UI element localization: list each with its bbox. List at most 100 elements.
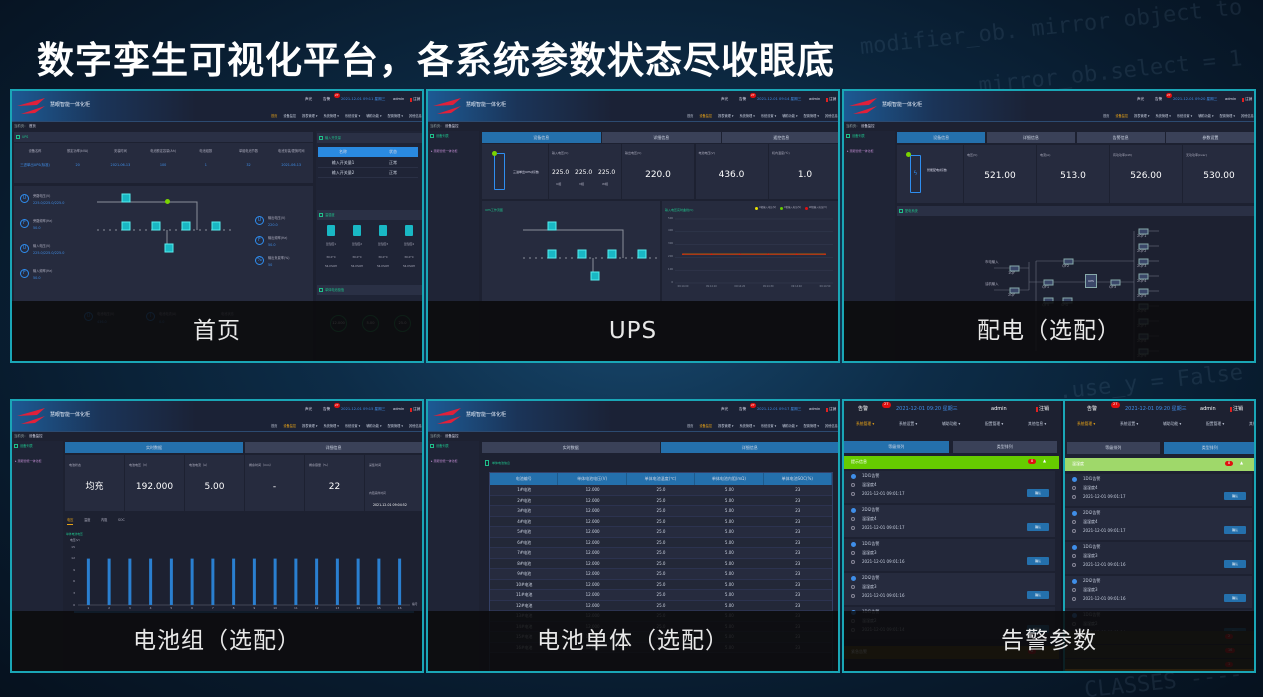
nav-item-6[interactable]: 配置管理 ▾ — [1219, 114, 1235, 119]
alarm-button[interactable]: 告警 — [739, 407, 747, 411]
nav-item-2[interactable]: 辅助功能 ▾ — [1163, 421, 1182, 426]
nav-item-2[interactable]: 报表管理 ▾ — [718, 424, 734, 429]
user-menu[interactable]: admin — [393, 407, 405, 411]
tab-0[interactable]: 实时数据 — [65, 442, 243, 453]
nav-item-5[interactable]: 辅助功能 ▾ — [782, 114, 798, 119]
nav-item-1[interactable]: 系统设置 ▾ — [899, 421, 918, 426]
nav-item-2[interactable]: 报表管理 ▾ — [302, 114, 318, 119]
tree-item[interactable]: ▸ 慧眼智能一体化柜 — [15, 459, 42, 463]
logout-button[interactable]: 注销 — [826, 97, 836, 102]
nav-item-5[interactable]: 辅助功能 ▾ — [782, 424, 798, 429]
nav-item-0[interactable]: 系统管理 ▾ — [856, 421, 875, 426]
tab-1[interactable]: 详细信息 — [602, 132, 721, 143]
user-menu[interactable]: admin — [991, 406, 1007, 412]
tab-2[interactable]: 告警信息 — [1076, 132, 1165, 143]
sound-light-button[interactable]: 声光 — [305, 97, 313, 101]
logout-button[interactable]: 注销 — [410, 407, 420, 412]
nav-item-3[interactable]: 系统管理 ▾ — [739, 114, 755, 119]
sub-tab-3[interactable]: SOC — [118, 518, 125, 522]
alarm-button[interactable]: 告警 — [1087, 406, 1098, 412]
alarm-group-bar[interactable] — [844, 456, 1059, 469]
confirm-button[interactable]: 确认 — [1027, 591, 1049, 599]
nav-item-2[interactable]: 报表管理 ▾ — [1134, 114, 1150, 119]
tab-0[interactable]: 设备信息 — [482, 132, 601, 143]
sound-light-button[interactable]: 声光 — [305, 407, 313, 411]
nav-item-3[interactable]: 配置管理 ▾ — [985, 421, 1004, 426]
tab-1[interactable]: 类型排列 — [952, 441, 1057, 453]
nav-item-1[interactable]: 设备监控 — [699, 424, 713, 429]
nav-item-1[interactable]: 设备监控 — [1115, 114, 1129, 119]
nav-item-7[interactable]: 其他信息 ▾ — [409, 114, 424, 119]
nav-item-2[interactable]: 报表管理 ▾ — [718, 114, 734, 119]
sound-light-button[interactable]: 声光 — [1137, 97, 1145, 101]
sound-light-button[interactable]: 声光 — [721, 407, 729, 411]
tab-1[interactable]: 详细信息 — [244, 442, 422, 453]
nav-item-6[interactable]: 配置管理 ▾ — [803, 114, 819, 119]
sub-tab-1[interactable]: 温度 — [84, 518, 91, 522]
tab-1[interactable]: 详细信息 — [661, 442, 838, 453]
confirm-button[interactable]: 确认 — [1224, 526, 1246, 534]
user-menu[interactable]: admin — [393, 97, 405, 101]
nav-item-1[interactable]: 设备监控 — [283, 424, 297, 429]
nav-item-0[interactable]: 首页 — [1103, 114, 1110, 119]
nav-item-5[interactable]: 辅助功能 ▾ — [366, 114, 382, 119]
tree-item[interactable]: ▸ 慧眼智能一体化柜 — [847, 149, 874, 153]
logout-button[interactable]: 注销 — [826, 407, 836, 412]
nav-item-0[interactable]: 首页 — [271, 114, 278, 119]
nav-item-5[interactable]: 辅助功能 ▾ — [1198, 114, 1214, 119]
nav-item-3[interactable]: 系统管理 ▾ — [739, 424, 755, 429]
tab-0[interactable]: 等级排列 — [844, 441, 949, 453]
nav-item-4[interactable]: 系统设置 ▾ — [344, 424, 361, 429]
nav-item-7[interactable]: 其他信息 ▾ — [825, 114, 840, 119]
nav-item-7[interactable]: 其他信息 ▾ — [1241, 114, 1256, 119]
nav-item-6[interactable]: 配置管理 ▾ — [803, 424, 819, 429]
logout-button[interactable]: 注销 — [1242, 97, 1252, 102]
nav-item-3[interactable]: 系统管理 ▾ — [1155, 114, 1171, 119]
nav-item-6[interactable]: 配置管理 ▾ — [387, 424, 403, 429]
nav-item-2[interactable]: 报表管理 ▾ — [302, 424, 318, 429]
nav-item-5[interactable]: 辅助功能 ▾ — [366, 424, 382, 429]
tab-2[interactable]: 遥控信息 — [722, 132, 838, 143]
tree-item[interactable]: ▸ 慧眼智能一体化柜 — [431, 459, 458, 463]
nav-item-0[interactable]: 首页 — [271, 424, 278, 429]
confirm-button[interactable]: 确认 — [1224, 594, 1246, 602]
tree-item[interactable]: ▸ 慧眼智能一体化柜 — [431, 149, 458, 153]
user-menu[interactable]: admin — [1200, 406, 1216, 412]
confirm-button[interactable]: 确认 — [1027, 523, 1049, 531]
sub-tab-2[interactable]: 内阻 — [101, 518, 108, 522]
nav-item-6[interactable]: 配置管理 ▾ — [387, 114, 403, 119]
nav-item-4[interactable]: 其他信息 ▾ — [1249, 421, 1256, 426]
nav-item-1[interactable]: 设备监控 — [699, 114, 713, 119]
alarm-button[interactable]: 告警 — [323, 407, 331, 411]
collapse-icon[interactable]: ▲ — [1240, 460, 1244, 465]
nav-item-4[interactable]: 系统设置 ▾ — [1176, 114, 1193, 119]
sound-light-button[interactable]: 声光 — [721, 97, 729, 101]
nav-item-0[interactable]: 首页 — [687, 424, 694, 429]
tab-1[interactable]: 详细信息 — [986, 132, 1075, 143]
confirm-button[interactable]: 确认 — [1027, 489, 1049, 497]
nav-item-4[interactable]: 系统设置 ▾ — [760, 114, 777, 119]
alarm-button[interactable]: 告警 — [1155, 97, 1163, 101]
nav-item-7[interactable]: 其他信息 ▾ — [825, 424, 840, 429]
logout-button[interactable]: 注销 — [1230, 407, 1243, 412]
logout-button[interactable]: 注销 — [410, 97, 420, 102]
nav-item-3[interactable]: 系统管理 ▾ — [323, 424, 339, 429]
tab-3[interactable]: 参数设置 — [1166, 132, 1254, 143]
nav-item-7[interactable]: 其他信息 ▾ — [409, 424, 424, 429]
sub-tab-0[interactable]: 电压 — [67, 518, 74, 526]
confirm-button[interactable]: 确认 — [1224, 560, 1246, 568]
alarm-button[interactable]: 告警 — [739, 97, 747, 101]
nav-item-1[interactable]: 系统设置 ▾ — [1120, 421, 1139, 426]
nav-item-4[interactable]: 系统设置 ▾ — [344, 114, 361, 119]
confirm-button[interactable]: 确认 — [1224, 492, 1246, 500]
confirm-button[interactable]: 确认 — [1027, 557, 1049, 565]
collapse-icon[interactable]: ▲ — [1043, 458, 1047, 463]
tab-0[interactable]: 实时数据 — [482, 442, 660, 453]
nav-item-0[interactable]: 系统管理 ▾ — [1077, 421, 1096, 426]
tab-1[interactable]: 类型排列 — [1163, 442, 1254, 454]
nav-item-2[interactable]: 辅助功能 ▾ — [942, 421, 961, 426]
nav-item-3[interactable]: 系统管理 ▾ — [323, 114, 339, 119]
nav-item-4[interactable]: 其他信息 ▾ — [1028, 421, 1047, 426]
nav-item-3[interactable]: 配置管理 ▾ — [1206, 421, 1225, 426]
alarm-group-bar[interactable] — [1065, 458, 1254, 471]
